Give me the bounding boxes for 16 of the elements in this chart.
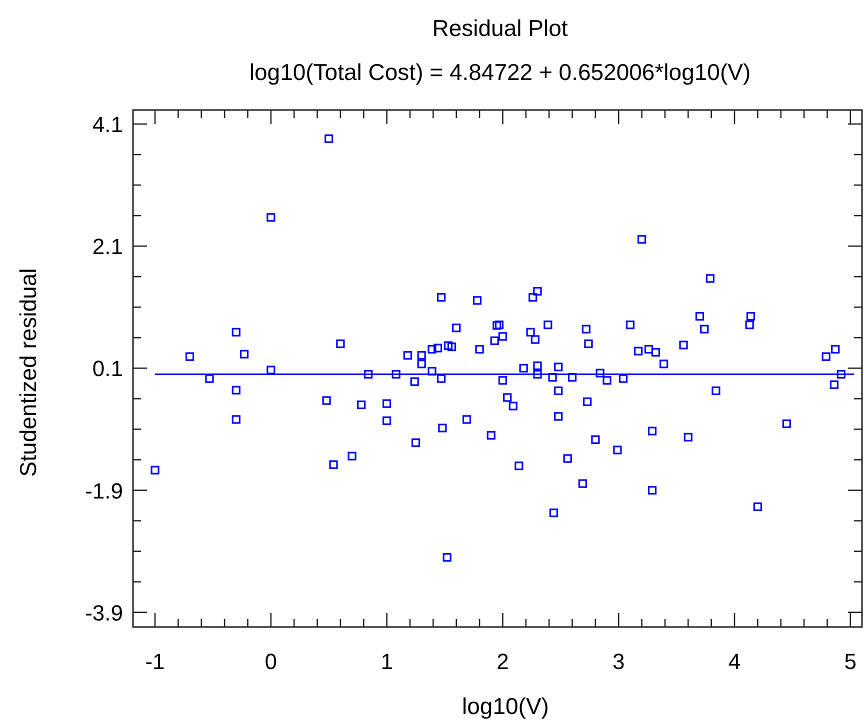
y-tick-label: 4.1 [92, 112, 123, 138]
x-tick-label: 0 [264, 649, 278, 674]
y-tick-label: 2.1 [92, 234, 123, 260]
x-tick-label: 4 [728, 649, 741, 674]
chart-subtitle: log10(Total Cost) = 4.84722 + 0.652006*log10(V) [249, 59, 751, 85]
y-axis-title: Studentized residual [15, 268, 41, 477]
y-tick-label: -3.9 [85, 600, 123, 626]
x-tick-label: -1 [145, 649, 165, 674]
x-tick-label: 5 [844, 649, 857, 674]
x-axis-title: log10(V) [462, 693, 549, 719]
x-tick-label: 2 [496, 649, 509, 674]
chart-title: Residual Plot [432, 15, 568, 41]
x-tick-label: 3 [612, 649, 625, 674]
y-tick-label: 0.1 [92, 356, 123, 382]
y-tick-label: -1.9 [85, 478, 123, 504]
x-tick-label: 1 [380, 649, 393, 674]
